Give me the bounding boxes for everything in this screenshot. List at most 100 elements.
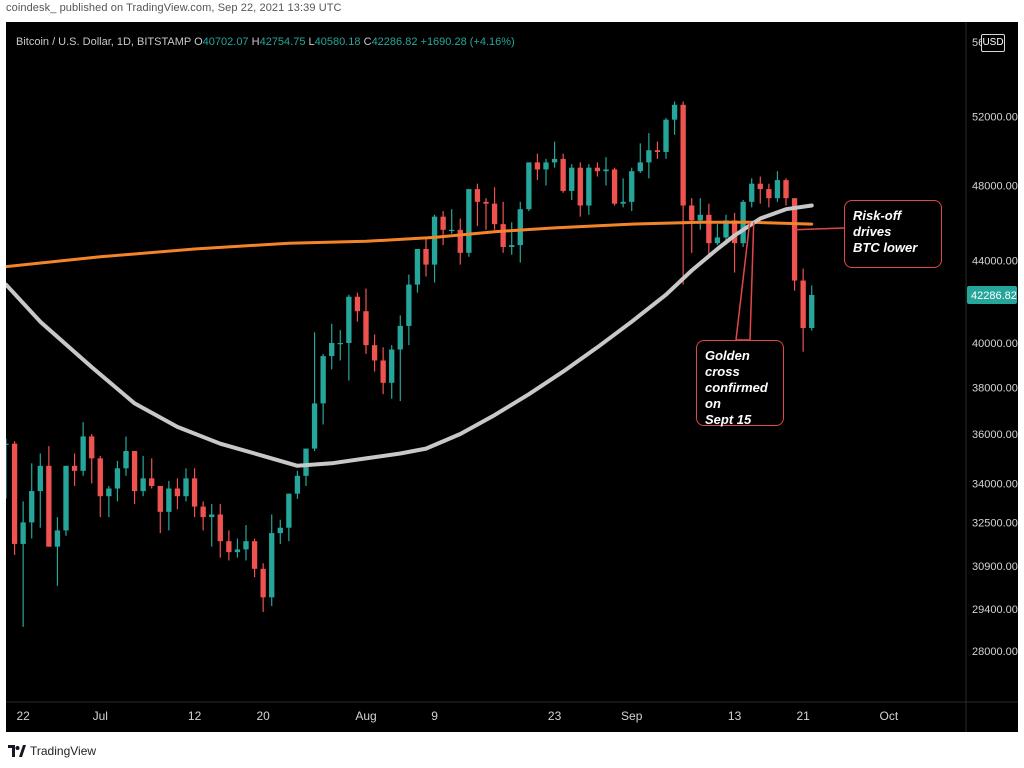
x-tick-label: 22: [16, 709, 30, 723]
y-tick-label: 29400.00: [972, 604, 1018, 616]
candle-body: [440, 216, 446, 230]
candle-body: [466, 189, 472, 253]
candle-body: [106, 488, 112, 497]
candle-body: [140, 478, 146, 492]
candle-body: [46, 465, 52, 547]
candle-body: [80, 436, 86, 471]
candle-body: [97, 458, 103, 497]
candle-body: [783, 180, 789, 199]
candle-body: [329, 343, 335, 357]
candle-body: [526, 162, 532, 210]
candlestick-chart[interactable]: 52000.00 48000.00 44000.00 40000.00 38000.00…: [6, 22, 1018, 732]
y-tick-label: 34000.00: [972, 478, 1018, 490]
currency-button[interactable]: USD: [981, 34, 1005, 52]
candle-body: [569, 167, 575, 191]
annotation-risk-off-leader: [794, 227, 845, 231]
tradingview-footer: TradingView: [8, 744, 96, 758]
candle-body: [706, 214, 712, 244]
candle-body: [89, 436, 95, 459]
close-value: 42286.82: [371, 36, 418, 48]
tradingview-brand: TradingView: [30, 744, 97, 758]
candle-body: [766, 189, 772, 199]
published-note: coindesk_ published on TradingView.com, …: [6, 2, 342, 14]
candle-body: [551, 158, 558, 163]
candle-body: [337, 343, 343, 345]
candle-body: [217, 514, 223, 542]
last-price-label: 42286.82: [971, 290, 1017, 302]
candle-body: [697, 214, 703, 221]
candle-body: [620, 201, 626, 204]
candle-body: [183, 478, 189, 497]
candle-body: [534, 162, 541, 170]
candle-body: [809, 294, 815, 328]
candle-body: [414, 248, 421, 285]
candle-body: [20, 522, 26, 544]
candle-body: [791, 198, 798, 281]
tradingview-logo-icon: [8, 745, 26, 757]
candle-body: [6, 443, 9, 445]
annotation-golden-cross-line1: Golden cross: [705, 348, 750, 379]
candle-body: [500, 224, 506, 248]
annotation-risk-off-line1: Risk-off drives: [853, 208, 902, 239]
candle-body: [680, 104, 686, 206]
candle-body: [363, 311, 369, 346]
annotation-golden-cross-line3: Sept 15: [705, 412, 752, 427]
candle-body: [191, 478, 198, 507]
candle-body: [774, 180, 781, 199]
candle-body: [354, 296, 361, 312]
candle-body: [731, 220, 738, 244]
x-tick-label: 21: [796, 709, 810, 723]
candle-body: [37, 465, 43, 492]
chart-area[interactable]: 52000.00 48000.00 44000.00 40000.00 38000.00…: [6, 22, 1018, 732]
x-tick-label: 20: [256, 709, 270, 723]
y-tick-label: 38000.00: [972, 382, 1018, 394]
candle-body: [757, 183, 763, 190]
candle-body: [646, 150, 652, 163]
annotation-golden-cross: Golden cross confirmed on Sept 15: [696, 340, 784, 427]
candle-body: [251, 541, 258, 569]
y-tick-label: 52000.00: [972, 111, 1018, 123]
candle-body: [166, 488, 172, 512]
low-value: 40580.18: [314, 36, 361, 48]
candle-body: [123, 451, 129, 469]
candle-body: [483, 201, 489, 204]
open-label: O: [194, 36, 203, 48]
candle-body: [277, 527, 283, 534]
annotation-risk-off: Risk-off drives BTC lower: [844, 200, 942, 268]
candle-body: [209, 514, 215, 518]
candle-body: [560, 158, 566, 191]
candle-body: [474, 189, 481, 202]
candle-body: [243, 541, 249, 550]
candle-body: [397, 325, 403, 350]
candle-body: [406, 284, 412, 326]
y-tick-label: 44000.00: [972, 256, 1018, 268]
close-label: C: [363, 36, 372, 48]
candle-body: [157, 485, 163, 512]
candle-body: [603, 169, 609, 172]
candle-body: [131, 451, 138, 492]
change-value: +1690.28 (+4.16%): [420, 36, 515, 48]
x-tick-label: Aug: [355, 709, 376, 723]
candle-body: [114, 468, 121, 489]
x-tick-label: 9: [431, 709, 438, 723]
candle-body: [543, 162, 549, 170]
ma-slow-line: [6, 220, 814, 269]
candle-body: [346, 296, 352, 344]
candle-body: [663, 119, 669, 152]
candle-body: [457, 229, 463, 253]
low-label: L: [308, 36, 315, 48]
x-tick-label: Sep: [621, 709, 643, 723]
candle-body: [586, 167, 592, 206]
symbol-name: Bitcoin / U.S. Dollar, 1D, BITSTAMP: [16, 36, 192, 48]
y-tick-label: 40000.00: [972, 338, 1018, 350]
candle-body: [29, 491, 35, 523]
candle-body: [431, 216, 438, 265]
candle-body: [380, 360, 386, 383]
candle-body: [174, 488, 181, 497]
last-price-tag: [967, 285, 1017, 304]
high-value: 42754.75: [259, 36, 306, 48]
x-tick-label: 13: [728, 709, 742, 723]
candle-body: [286, 493, 292, 528]
candle-body: [320, 356, 326, 404]
candle-body: [517, 209, 523, 246]
